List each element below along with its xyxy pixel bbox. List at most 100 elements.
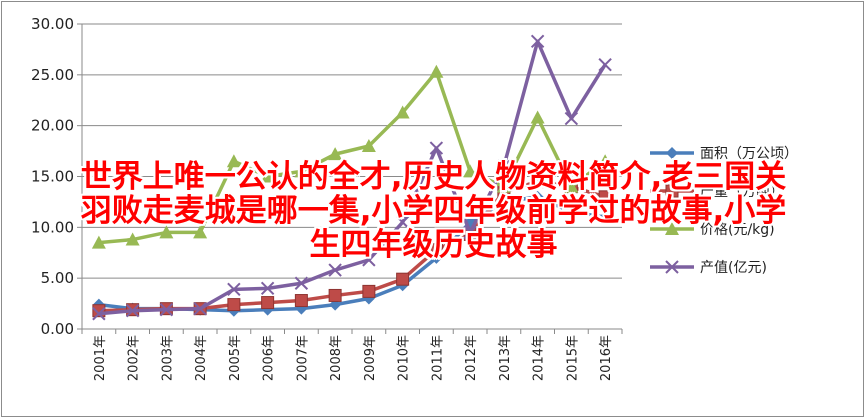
data-point: [665, 184, 679, 198]
series-line: [98, 70, 607, 245]
y-tick-label: 25.00: [31, 66, 74, 84]
data-point-stroke: [294, 276, 309, 290]
x-tick-label: 2009年: [363, 335, 378, 381]
series-line: [98, 39, 607, 316]
x-tick-label: 2004年: [194, 335, 209, 381]
data-point: [328, 263, 342, 277]
data-point: [226, 154, 241, 168]
data-point: [395, 215, 410, 229]
data-point-stroke: [530, 34, 545, 48]
data-point: [665, 260, 679, 274]
series-line: [98, 179, 606, 313]
x-tick-label: 2003年: [160, 335, 175, 381]
data-point: [599, 211, 612, 224]
data-point: [396, 272, 410, 286]
y-tick-label: 15.00: [31, 168, 74, 186]
legend-label: 面积（万公顷）: [700, 146, 798, 162]
data-point-stroke: [395, 215, 410, 229]
series-group: [91, 34, 613, 321]
series-1: [92, 190, 612, 317]
legend-item: 价格(元/kg): [650, 222, 775, 238]
x-tick-label: 2006年: [262, 335, 277, 381]
series-4: [92, 34, 612, 321]
data-point-stroke: [665, 260, 679, 274]
data-point: [260, 281, 275, 296]
legend: 面积（万公顷） 产量（万吨） 价格(元/kg) 产值(亿元): [650, 146, 798, 276]
data-point-stroke: [125, 303, 140, 318]
y-tick-labels: 0.00 5.00 10.00 15.00 20.00 25.00 30.00: [31, 15, 74, 338]
data-point-stroke: [227, 282, 241, 297]
data-point: [261, 296, 275, 310]
data-point: [294, 276, 309, 290]
x-tick-label: 2012年: [464, 335, 479, 381]
x-tick-label: 2015年: [565, 335, 580, 381]
x-tick-label: 2005年: [228, 335, 243, 381]
data-point: [361, 139, 376, 152]
legend-label: 价格(元/kg): [700, 222, 775, 238]
data-point: [531, 175, 545, 189]
legend-label: 产量（万吨）: [700, 184, 784, 200]
data-point: [598, 154, 613, 168]
data-point-stroke: [564, 111, 579, 126]
data-point: [125, 303, 140, 318]
data-point-stroke: [598, 57, 612, 72]
series-3: [91, 64, 613, 249]
data-point: [362, 253, 376, 267]
axes: [77, 23, 623, 334]
data-point-stroke: [362, 253, 376, 267]
data-point: [362, 284, 376, 298]
data-point: [598, 190, 612, 204]
legend-item: 产值(亿元): [650, 260, 767, 276]
data-point: [395, 105, 410, 119]
legend-item: 面积（万公顷）: [650, 146, 798, 162]
data-point: [227, 282, 241, 297]
data-point: [530, 110, 545, 124]
data-point-stroke: [497, 159, 511, 174]
data-point: [665, 222, 679, 235]
x-tick-label: 2008年: [329, 335, 344, 381]
data-point: [497, 195, 510, 208]
data-point-stroke: [159, 302, 174, 317]
data-point-stroke: [463, 225, 477, 240]
y-tick-label: 20.00: [31, 117, 74, 135]
data-point: [159, 302, 174, 317]
data-point: [430, 251, 443, 264]
data-point: [328, 288, 342, 302]
x-tick-label: 2007年: [295, 335, 310, 381]
data-point: [666, 147, 678, 159]
data-point-stroke: [92, 307, 106, 321]
y-tick-label: 10.00: [31, 218, 74, 236]
data-point-stroke: [193, 301, 207, 316]
x-tick-label: 2001年: [93, 335, 108, 381]
legend-label: 产值(亿元): [700, 260, 767, 276]
y-tick-label: 0.00: [41, 320, 74, 338]
data-point: [564, 111, 579, 126]
data-point: [193, 225, 208, 239]
data-point: [564, 179, 579, 193]
data-point: [193, 301, 207, 316]
data-point: [294, 164, 309, 178]
data-point: [328, 147, 343, 161]
data-point: [496, 179, 511, 193]
x-tick-label: 2010年: [397, 335, 412, 381]
x-tick-label: 2013年: [498, 335, 513, 381]
x-tick-label: 2002年: [127, 335, 142, 381]
data-point: [531, 190, 544, 203]
data-point: [91, 235, 106, 249]
data-point: [530, 34, 545, 48]
x-tick-label: 2016年: [599, 335, 614, 381]
y-tick-label: 5.00: [41, 269, 74, 287]
data-point: [497, 159, 511, 174]
data-point-stroke: [328, 263, 342, 277]
data-point: [429, 243, 443, 257]
data-point: [92, 307, 106, 321]
data-point-stroke: [260, 281, 275, 296]
data-point: [125, 232, 140, 246]
x-tick-labels: 2001年 2002年 2003年 2004年 2005年 2006年 2007年 2008年…: [93, 335, 614, 381]
data-point: [463, 225, 477, 240]
x-tick-label: 2011年: [430, 335, 445, 381]
data-point: [429, 141, 444, 155]
data-point-stroke: [429, 141, 444, 155]
